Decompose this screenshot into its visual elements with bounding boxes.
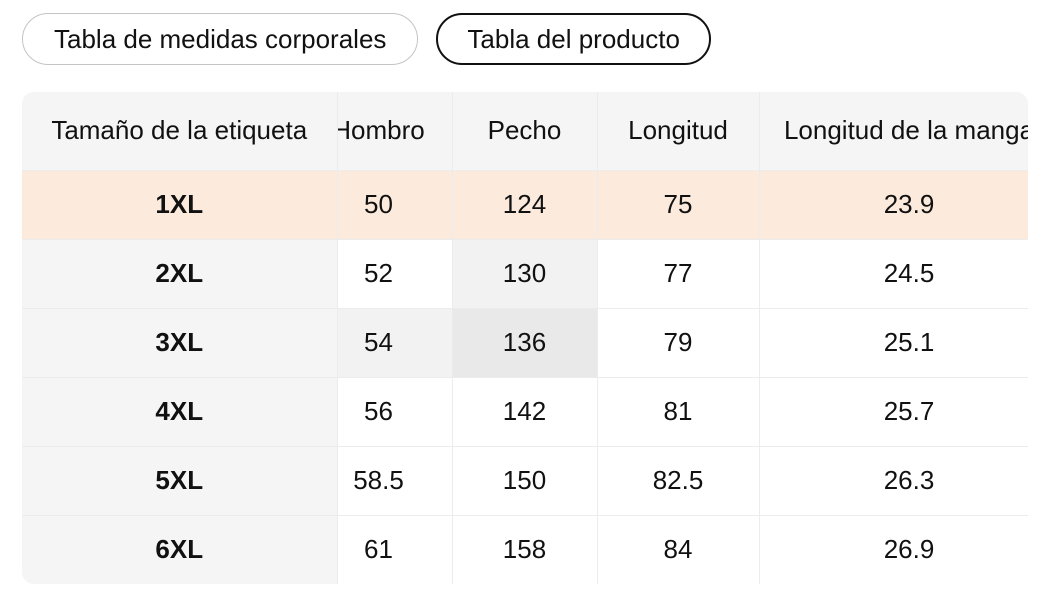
col-header-label-size: Tamaño de la etiqueta <box>22 92 338 171</box>
table-cell-sleeve[interactable]: 23.9 <box>759 170 1028 240</box>
table-cell-sleeve[interactable]: 25.7 <box>759 377 1028 447</box>
table-row-4xl: 4XL 56 142 81 25.7 <box>22 377 1028 447</box>
size-label-cell: 1XL <box>22 170 338 240</box>
table-cell-shoulder[interactable]: 61 <box>337 515 453 584</box>
table-row-6xl: 6XL 61 158 84 26.9 <box>22 515 1028 584</box>
col-header-sleeve-length: Longitud de la manga <box>759 92 1028 171</box>
product-size-table: Tamaño de la etiqueta Hombro Pecho Longi… <box>22 92 1028 584</box>
size-table: Tamaño de la etiqueta Hombro Pecho Longi… <box>22 92 1028 584</box>
col-header-chest: Pecho <box>452 92 598 171</box>
table-cell-sleeve[interactable]: 26.9 <box>759 515 1028 584</box>
table-cell-chest[interactable]: 158 <box>452 515 598 584</box>
table-cell-shoulder[interactable]: 52 <box>337 239 453 309</box>
tab-body-measurements[interactable]: Tabla de medidas corporales <box>22 13 419 65</box>
size-chart-tabs: Tabla de medidas corporales Tabla del pr… <box>22 13 711 65</box>
size-label-cell: 4XL <box>22 377 338 447</box>
col-header-shoulder: Hombro <box>337 92 453 171</box>
table-cell-shoulder[interactable]: 56 <box>337 377 453 447</box>
table-row-2xl: 2XL 52 130 77 24.5 <box>22 239 1028 309</box>
table-cell-length[interactable]: 79 <box>597 308 760 378</box>
table-cell-length[interactable]: 75 <box>597 170 760 240</box>
table-cell-chest-hovered[interactable]: 136 <box>452 308 598 378</box>
table-cell-sleeve[interactable]: 24.5 <box>759 239 1028 309</box>
size-label-cell: 6XL <box>22 515 338 584</box>
size-label-cell: 3XL <box>22 308 338 378</box>
table-cell-chest[interactable]: 150 <box>452 446 598 516</box>
size-label-cell: 2XL <box>22 239 338 309</box>
header-row: Tamaño de la etiqueta Hombro Pecho Longi… <box>22 92 1028 171</box>
table-cell-shoulder[interactable]: 50 <box>337 170 453 240</box>
table-cell-chest[interactable]: 130 <box>452 239 598 309</box>
table-cell-sleeve[interactable]: 26.3 <box>759 446 1028 516</box>
table-cell-shoulder[interactable]: 54 <box>337 308 453 378</box>
table-cell-chest[interactable]: 142 <box>452 377 598 447</box>
table-cell-length[interactable]: 82.5 <box>597 446 760 516</box>
table-row-1xl: 1XL 50 124 75 23.9 <box>22 170 1028 240</box>
table-cell-chest[interactable]: 124 <box>452 170 598 240</box>
table-row-3xl: 3XL 54 136 79 25.1 <box>22 308 1028 378</box>
size-label-cell: 5XL <box>22 446 338 516</box>
col-header-length: Longitud <box>597 92 760 171</box>
table-cell-length[interactable]: 81 <box>597 377 760 447</box>
tab-product-measurements[interactable]: Tabla del producto <box>436 13 711 65</box>
col-header-shoulder-label: Hombro <box>337 115 425 146</box>
table-cell-sleeve[interactable]: 25.1 <box>759 308 1028 378</box>
table-cell-length[interactable]: 84 <box>597 515 760 584</box>
table-row-5xl: 5XL 58.5 150 82.5 26.3 <box>22 446 1028 516</box>
table-cell-shoulder[interactable]: 58.5 <box>337 446 453 516</box>
table-cell-length[interactable]: 77 <box>597 239 760 309</box>
